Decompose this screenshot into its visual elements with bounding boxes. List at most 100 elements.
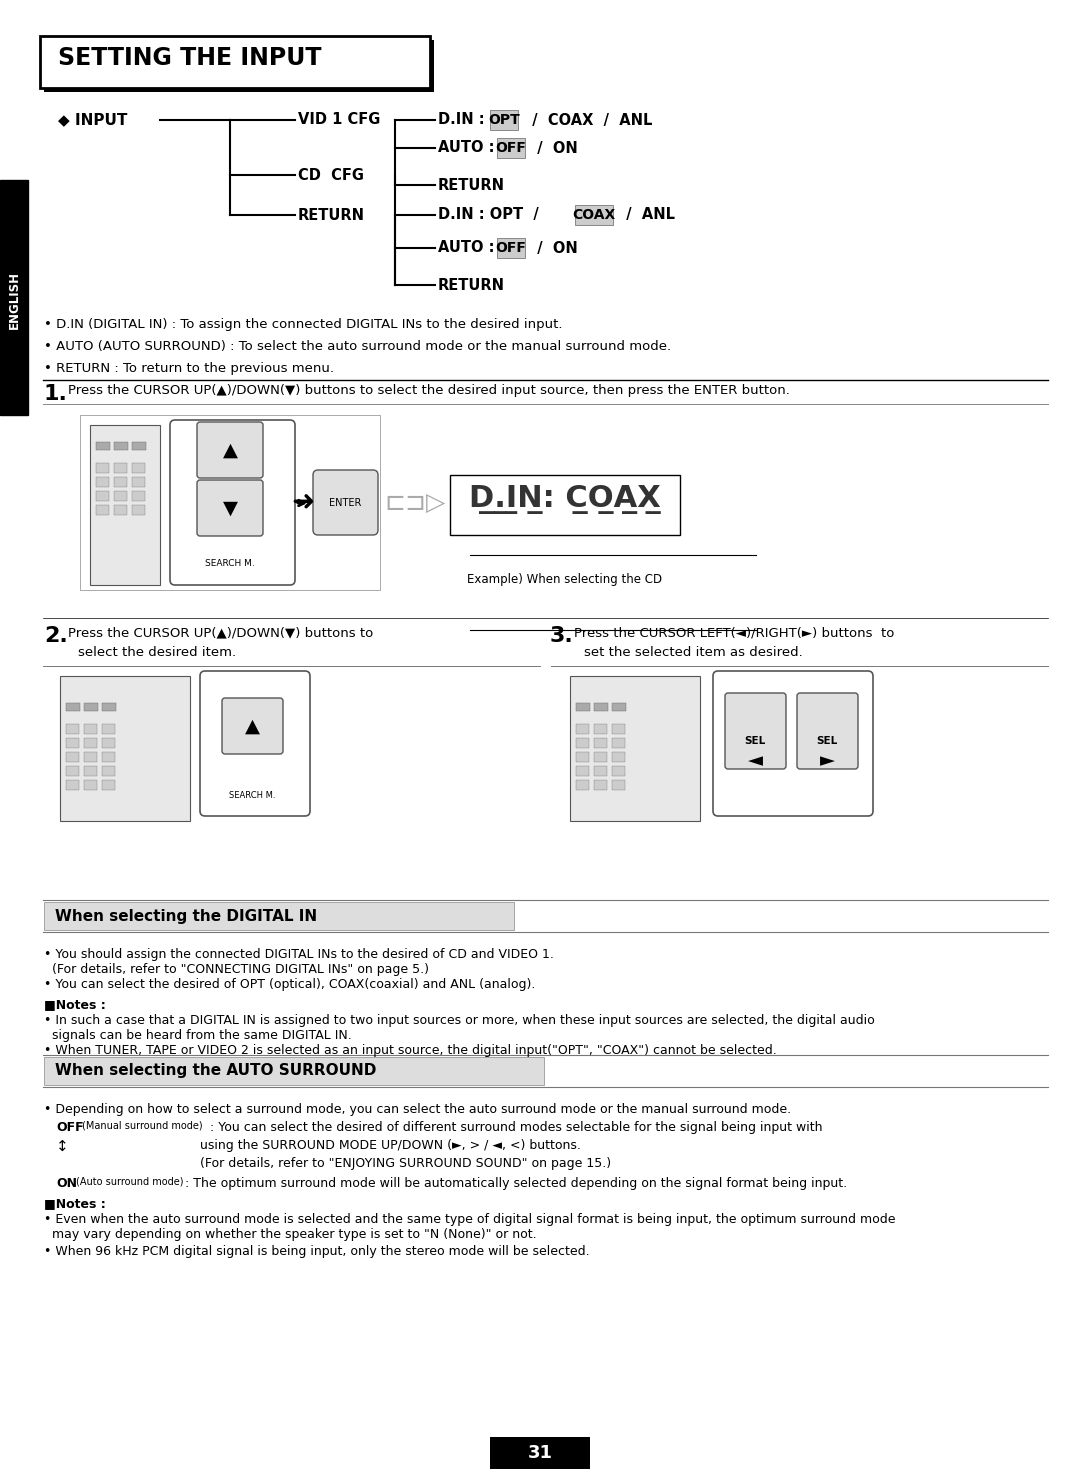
Bar [102, 725, 114, 734]
Text: OFF: OFF [56, 1121, 83, 1134]
Text: /  COAX  /  ANL: / COAX / ANL [522, 112, 652, 127]
Bar [575, 206, 613, 225]
Bar [84, 703, 98, 711]
Text: /  ANL: / ANL [616, 207, 675, 222]
Text: ▲: ▲ [222, 441, 238, 460]
Text: • You can select the desired of OPT (optical), COAX(coaxial) and ANL (analog).: • You can select the desired of OPT (opt… [44, 978, 536, 991]
Text: RETURN: RETURN [298, 207, 365, 222]
Text: : The optimum surround mode will be automatically selected depending on the sign: : The optimum surround mode will be auto… [185, 1177, 847, 1191]
Text: ENGLISH: ENGLISH [8, 271, 21, 328]
Text: OFF: OFF [496, 141, 526, 155]
Bar [497, 138, 525, 158]
Bar [96, 504, 109, 515]
Text: /  ON: / ON [527, 141, 578, 155]
Bar [114, 442, 129, 450]
Text: D.IN : OPT  /: D.IN : OPT / [438, 207, 539, 222]
Text: ➜: ➜ [292, 490, 314, 518]
Text: 3.: 3. [550, 626, 573, 646]
Bar [60, 676, 190, 821]
Bar [114, 463, 127, 473]
Bar [66, 779, 79, 790]
Bar [594, 751, 607, 762]
Text: RETURN: RETURN [438, 278, 505, 293]
Text: ↕: ↕ [56, 1139, 69, 1154]
Bar [576, 779, 589, 790]
Bar [576, 766, 589, 776]
FancyBboxPatch shape [170, 420, 295, 586]
Text: Press the CURSOR LEFT(◄)/RIGHT(►) buttons  to: Press the CURSOR LEFT(◄)/RIGHT(►) button… [573, 626, 894, 639]
Text: • In such a case that a DIGITAL IN is assigned to two input sources or more, whe: • In such a case that a DIGITAL IN is as… [44, 1015, 875, 1043]
Text: • When 96 kHz PCM digital signal is being input, only the stereo mode will be se: • When 96 kHz PCM digital signal is bein… [44, 1245, 590, 1259]
Text: • RETURN : To return to the previous menu.: • RETURN : To return to the previous men… [44, 362, 334, 376]
Bar [594, 779, 607, 790]
Text: select the desired item.: select the desired item. [78, 646, 237, 660]
Text: Press the CURSOR UP(▲)/DOWN(▼) buttons to: Press the CURSOR UP(▲)/DOWN(▼) buttons t… [68, 626, 374, 639]
Text: 2.: 2. [44, 626, 68, 646]
Text: ▲: ▲ [244, 716, 259, 735]
Bar [497, 238, 525, 257]
Bar [570, 676, 700, 821]
Bar [84, 779, 97, 790]
Text: • Even when the auto surround mode is selected and the same type of digital sign: • Even when the auto surround mode is se… [44, 1213, 895, 1241]
Bar [594, 725, 607, 734]
Text: • AUTO (AUTO SURROUND) : To select the auto surround mode or the manual surround: • AUTO (AUTO SURROUND) : To select the a… [44, 340, 671, 353]
Bar [44, 902, 514, 930]
Bar [612, 703, 626, 711]
Text: ENTER: ENTER [328, 498, 361, 507]
Bar [576, 751, 589, 762]
Text: : You can select the desired of different surround modes selectable for the sign: : You can select the desired of differen… [210, 1121, 823, 1134]
Bar [114, 478, 127, 487]
Text: SEARCH M.: SEARCH M. [229, 791, 275, 800]
Text: Example) When selecting the CD: Example) When selecting the CD [468, 574, 662, 587]
Bar [490, 109, 518, 130]
Text: ◄: ◄ [747, 751, 762, 771]
Text: AUTO :: AUTO : [438, 241, 495, 256]
Bar [102, 703, 116, 711]
Bar [132, 478, 145, 487]
Text: 31: 31 [527, 1444, 553, 1463]
Text: AUTO :: AUTO : [438, 141, 495, 155]
Bar [114, 491, 127, 501]
FancyBboxPatch shape [797, 694, 858, 769]
Bar [132, 491, 145, 501]
Bar [114, 504, 127, 515]
Bar [612, 751, 625, 762]
Text: When selecting the DIGITAL IN: When selecting the DIGITAL IN [55, 908, 318, 923]
Text: set the selected item as desired.: set the selected item as desired. [584, 646, 802, 660]
Text: SEARCH M.: SEARCH M. [205, 559, 255, 568]
Bar [44, 1057, 544, 1086]
Bar [96, 491, 109, 501]
Text: SEL: SEL [816, 737, 838, 745]
Text: SEL: SEL [744, 737, 766, 745]
Bar [102, 779, 114, 790]
FancyBboxPatch shape [725, 694, 786, 769]
Bar [102, 766, 114, 776]
Text: ■Notes :: ■Notes : [44, 998, 106, 1012]
Bar [84, 738, 97, 748]
Bar [90, 424, 160, 586]
Text: VID 1 CFG: VID 1 CFG [298, 112, 380, 127]
Bar [612, 725, 625, 734]
FancyBboxPatch shape [313, 470, 378, 535]
Text: 1.: 1. [44, 385, 68, 404]
Bar [84, 766, 97, 776]
FancyBboxPatch shape [713, 671, 873, 816]
FancyBboxPatch shape [222, 698, 283, 754]
Text: OPT: OPT [488, 112, 519, 127]
Text: When selecting the AUTO SURROUND: When selecting the AUTO SURROUND [55, 1063, 376, 1078]
Text: /  ON: / ON [527, 241, 578, 256]
Bar [576, 738, 589, 748]
Text: • D.IN (DIGITAL IN) : To assign the connected DIGITAL INs to the desired input.: • D.IN (DIGITAL IN) : To assign the conn… [44, 318, 563, 331]
Text: • When TUNER, TAPE or VIDEO 2 is selected as an input source, the digital input(: • When TUNER, TAPE or VIDEO 2 is selecte… [44, 1044, 777, 1057]
Bar [612, 766, 625, 776]
Bar [132, 463, 145, 473]
Text: using the SURROUND MODE UP/DOWN (►, > / ◄, <) buttons.: using the SURROUND MODE UP/DOWN (►, > / … [200, 1139, 581, 1152]
Bar [102, 751, 114, 762]
Bar [102, 738, 114, 748]
Bar [66, 751, 79, 762]
Bar [576, 725, 589, 734]
Text: OFF: OFF [496, 241, 526, 254]
FancyBboxPatch shape [197, 481, 264, 535]
Bar [80, 416, 380, 590]
Bar [96, 478, 109, 487]
